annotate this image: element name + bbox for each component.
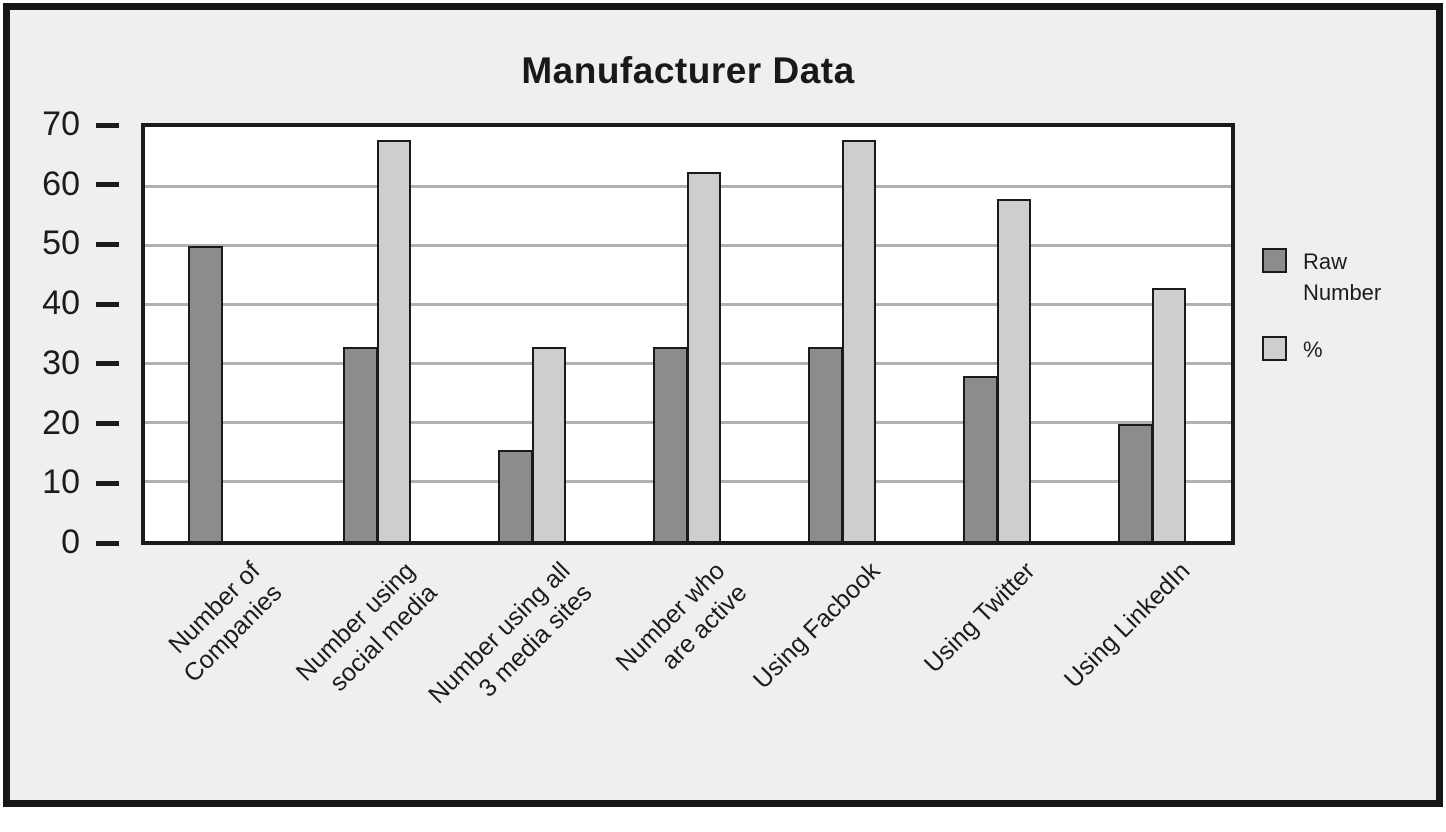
bar-raw-number-4: [653, 347, 688, 541]
plot-area: [141, 123, 1235, 545]
bar-percent-2: [376, 140, 411, 541]
bar-raw-number-6: [963, 376, 999, 541]
bar-raw-number-5: [808, 347, 844, 541]
bar-percent-3: [531, 347, 566, 541]
bar-raw-number-3: [497, 450, 533, 541]
bar-percent-6: [997, 199, 1032, 541]
bar-percent-4: [687, 172, 721, 541]
legend: Raw Number%: [1262, 246, 1415, 366]
legend-label-percent: %: [1303, 337, 1323, 363]
bar-raw-number-2: [342, 347, 378, 541]
chart-title: Manufacturer Data: [521, 50, 855, 91]
legend-item-percent: %: [1262, 334, 1415, 365]
legend-label-raw-number: Raw Number: [1303, 249, 1382, 306]
legend-color-chip-raw-number: [1262, 248, 1287, 273]
bar-raw-number-7: [1118, 424, 1154, 541]
legend-item-raw-number: Raw Number: [1262, 246, 1415, 308]
legend-color-chip-percent: [1262, 336, 1287, 362]
bar-raw-number-1: [187, 246, 223, 541]
bar-percent-7: [1152, 288, 1187, 541]
bar-percent-5: [842, 140, 877, 541]
